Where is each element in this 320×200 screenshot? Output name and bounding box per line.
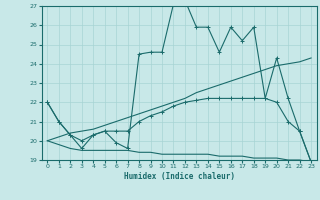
X-axis label: Humidex (Indice chaleur): Humidex (Indice chaleur) bbox=[124, 172, 235, 181]
